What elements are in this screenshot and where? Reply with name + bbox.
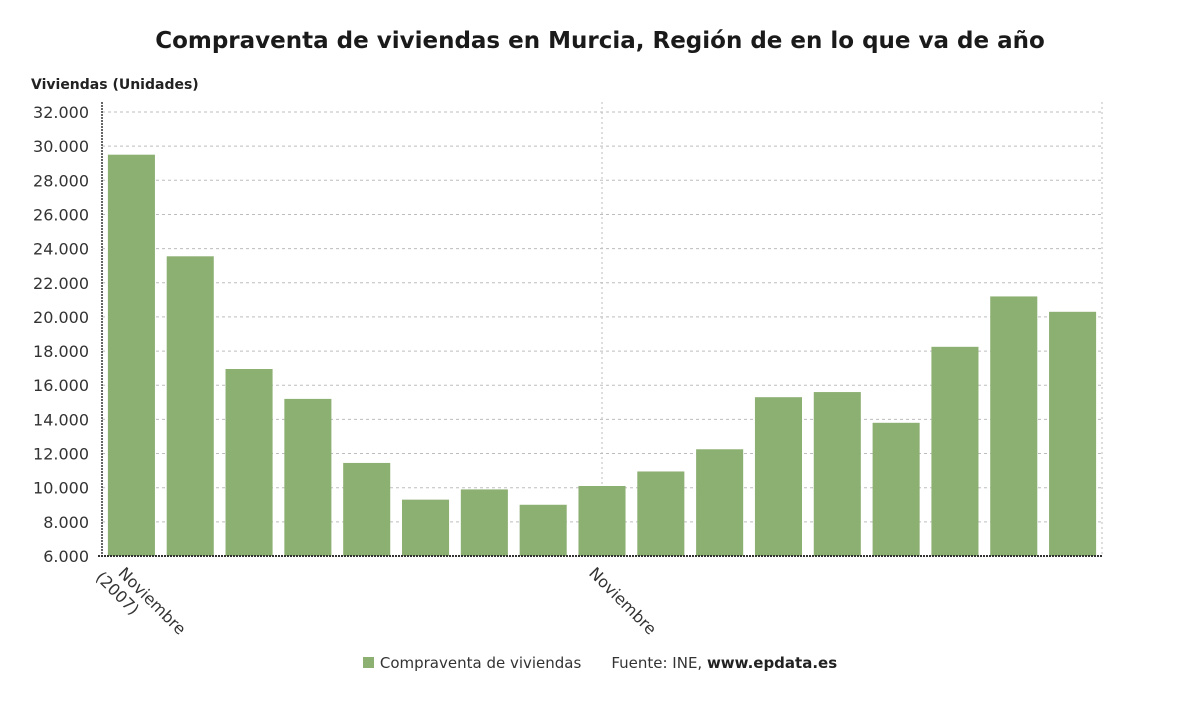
x-tick-label: Noviembre <box>585 563 660 638</box>
y-tick-label: 32.000 <box>33 103 89 122</box>
axes <box>98 102 1102 557</box>
legend-swatch <box>362 657 374 668</box>
y-tick-label: 30.000 <box>33 137 89 156</box>
legend-series-label: Compraventa de viviendas <box>379 654 582 672</box>
y-axis-label: Viviendas (Unidades) <box>31 77 199 93</box>
y-tick-label: 16.000 <box>33 376 89 395</box>
y-tick-label: 24.000 <box>33 240 89 259</box>
legend: Compraventa de viviendas Fuente: INE, www… <box>0 654 1200 672</box>
y-tick-label: 14.000 <box>33 410 89 429</box>
bars <box>107 154 1097 556</box>
y-tick-label: 10.000 <box>33 479 89 498</box>
bar <box>931 346 979 556</box>
bar <box>107 154 155 556</box>
bar <box>1049 311 1097 556</box>
y-tick-label: 18.000 <box>33 342 89 361</box>
bar <box>225 369 273 556</box>
bar <box>402 499 450 556</box>
bar <box>578 485 626 556</box>
source-note: Fuente: INE, www.epdata.es <box>611 654 837 672</box>
y-tick-label: 28.000 <box>33 171 89 190</box>
source-site: www.epdata.es <box>706 654 838 672</box>
y-tick-label: 8.000 <box>43 513 89 532</box>
bar <box>990 296 1038 556</box>
bar <box>166 256 214 556</box>
bar <box>460 489 508 556</box>
bar <box>696 449 744 556</box>
bar <box>872 422 920 556</box>
y-tick-labels: 6.000 8.000 10.000 12.000 14.000 16.000 18.000… <box>33 103 89 566</box>
x-tick-label: Noviembre(2007) <box>92 554 190 652</box>
bar <box>519 504 567 556</box>
y-tick-label: 26.000 <box>33 205 89 224</box>
y-tick-label: 6.000 <box>43 547 89 566</box>
y-tick-label: 20.000 <box>33 308 89 327</box>
x-tick-labels: Noviembre(2007) Noviembre <box>92 554 660 652</box>
bar <box>284 398 332 556</box>
bar <box>813 392 861 556</box>
bar <box>754 397 802 556</box>
bar <box>637 471 685 556</box>
y-tick-label: 22.000 <box>33 274 89 293</box>
bar <box>343 462 391 556</box>
source-prefix: Fuente: INE, <box>611 654 707 672</box>
y-tick-label: 12.000 <box>33 445 89 464</box>
chart-title: Compraventa de viviendas en Murcia, Regi… <box>155 28 1045 54</box>
